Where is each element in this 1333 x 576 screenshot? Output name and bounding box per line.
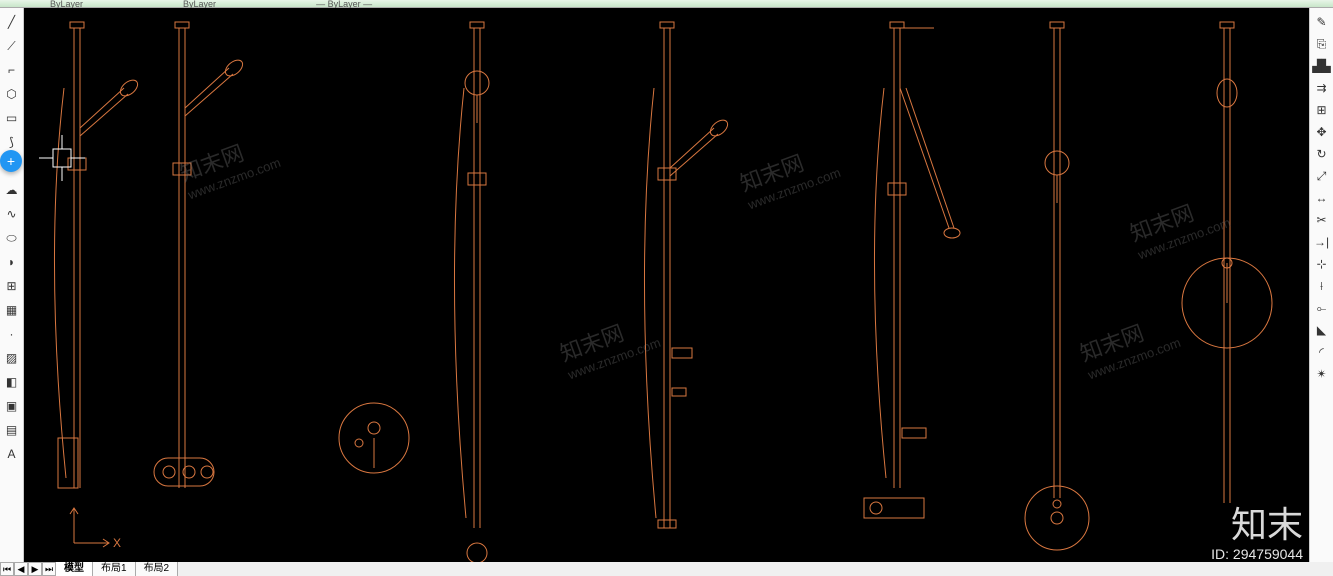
mirror-icon[interactable]: ▟▙ xyxy=(1314,58,1330,74)
gradient-icon[interactable]: ◧ xyxy=(4,374,20,390)
tab-layout2[interactable]: 布局2 xyxy=(136,562,179,576)
make-block-icon[interactable]: ▦ xyxy=(4,302,20,318)
point-icon[interactable]: · xyxy=(4,326,20,342)
explode-icon[interactable]: ✴ xyxy=(1314,366,1330,382)
drawing-canvas[interactable]: X xyxy=(24,8,1309,562)
offset-icon[interactable]: ⇉ xyxy=(1314,80,1330,96)
tab-model[interactable]: 模型 xyxy=(56,562,93,576)
share-button[interactable]: + xyxy=(0,150,22,172)
region-icon[interactable]: ▣ xyxy=(4,398,20,414)
tab-next-icon[interactable]: ▶ xyxy=(28,562,42,576)
break-at-point-icon[interactable]: ⊹ xyxy=(1314,256,1330,272)
copy-icon[interactable]: ⎘ xyxy=(1314,36,1330,52)
modify-toolbar: ✎ ⎘ ▟▙ ⇉ ⊞ ✥ ↻ ⤢ ↔ ✂ →| ⊹ ⟊ ⟜ ◣ ◜ ✴ xyxy=(1309,8,1333,562)
stretch-icon[interactable]: ↔ xyxy=(1314,190,1330,206)
tab-prev-icon[interactable]: ◀ xyxy=(14,562,28,576)
spline-icon[interactable]: ∿ xyxy=(4,206,20,222)
ellipse-icon[interactable]: ⬭ xyxy=(4,230,20,246)
tab-last-icon[interactable]: ⏭ xyxy=(42,562,56,576)
construction-line-icon[interactable]: ⟋ xyxy=(4,38,20,54)
line-icon[interactable]: ╱ xyxy=(4,14,20,30)
break-icon[interactable]: ⟊ xyxy=(1314,278,1330,294)
layout-tabs: ⏮ ◀ ▶ ⏭ 模型 布局1 布局2 xyxy=(0,562,1333,576)
fillet-icon[interactable]: ◜ xyxy=(1314,344,1330,360)
polyline-icon[interactable]: ⌐ xyxy=(4,62,20,78)
arc-icon[interactable]: ⟆ xyxy=(4,134,20,150)
move-icon[interactable]: ✥ xyxy=(1314,124,1330,140)
chamfer-icon[interactable]: ◣ xyxy=(1314,322,1330,338)
scale-icon[interactable]: ⤢ xyxy=(1314,168,1330,184)
tab-first-icon[interactable]: ⏮ xyxy=(0,562,14,576)
property-bar: ByLayer ByLayer — ByLayer — xyxy=(0,0,1333,8)
erase-icon[interactable]: ✎ xyxy=(1314,14,1330,30)
hatch-icon[interactable]: ▨ xyxy=(4,350,20,366)
trim-icon[interactable]: ✂ xyxy=(1314,212,1330,228)
rotate-icon[interactable]: ↻ xyxy=(1314,146,1330,162)
extend-icon[interactable]: →| xyxy=(1314,234,1330,250)
rectangle-icon[interactable]: ▭ xyxy=(4,110,20,126)
mtext-icon[interactable]: A xyxy=(4,446,20,462)
draw-toolbar: ╱⟋⌐⬡▭⟆○☁∿⬭◗⊞▦·▨◧▣▤A xyxy=(0,8,24,562)
array-icon[interactable]: ⊞ xyxy=(1314,102,1330,118)
table-icon[interactable]: ▤ xyxy=(4,422,20,438)
join-icon[interactable]: ⟜ xyxy=(1314,300,1330,316)
insert-block-icon[interactable]: ⊞ xyxy=(4,278,20,294)
ellipse-arc-icon[interactable]: ◗ xyxy=(4,254,20,270)
polygon-icon[interactable]: ⬡ xyxy=(4,86,20,102)
svg-text:X: X xyxy=(113,536,121,550)
revision-cloud-icon[interactable]: ☁ xyxy=(4,182,20,198)
tab-layout1[interactable]: 布局1 xyxy=(93,562,136,576)
